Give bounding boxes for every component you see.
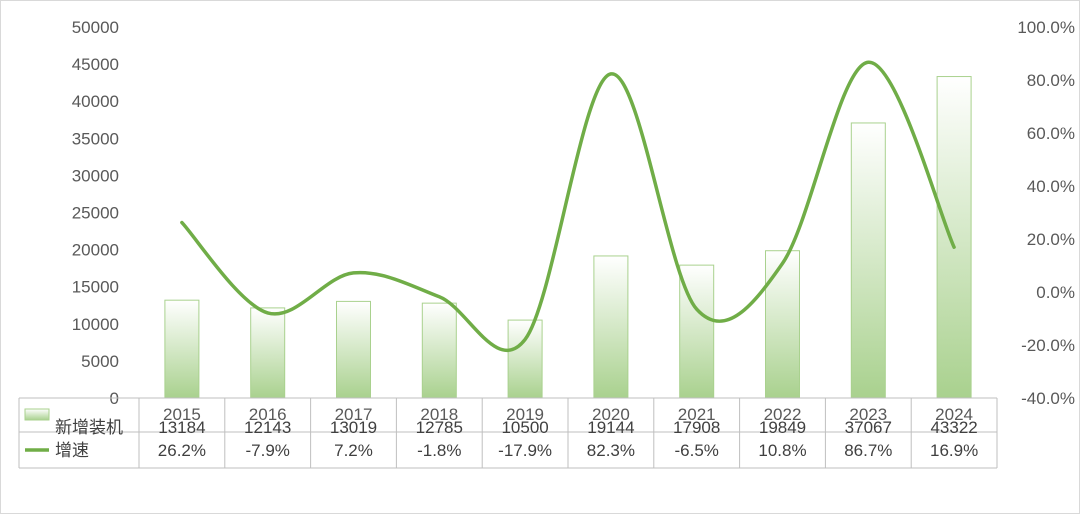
- legend-bar-swatch: [24, 408, 50, 421]
- y-right-tick-label: -40.0%: [1021, 389, 1075, 408]
- x-tick-label-2015: 2015: [163, 405, 201, 424]
- bar-2022: [765, 250, 800, 399]
- x-tick-label-2021: 2021: [678, 405, 716, 424]
- y-right-tick-label: 40.0%: [1027, 177, 1075, 196]
- table-cell-installs-2016: 12143: [244, 418, 291, 437]
- y-right-tick-label: 20.0%: [1027, 230, 1075, 249]
- table-cell-installs-2024: 43322: [930, 418, 977, 437]
- bar-2016: [250, 307, 286, 399]
- y-right-tick-label: -20.0%: [1021, 336, 1075, 355]
- table-cell-growth-2017: 7.2%: [334, 441, 373, 460]
- table-cell-growth-2021: -6.5%: [674, 441, 718, 460]
- table-cell-installs-2015: 13184: [158, 418, 205, 437]
- bar-2023: [850, 122, 886, 399]
- y-left-tick-label: 35000: [72, 129, 119, 148]
- table-cell-growth-2023: 86.7%: [844, 441, 892, 460]
- bar-2015: [164, 299, 200, 399]
- table-cell-growth-2020: 82.3%: [587, 441, 635, 460]
- legend-label-growth: 增速: [55, 441, 89, 460]
- y-left-tick-label: 40000: [72, 92, 119, 111]
- y-left-tick-label: 50000: [72, 18, 119, 37]
- y-left-tick-label: 30000: [72, 166, 119, 185]
- y-left-tick-label: 20000: [72, 241, 119, 260]
- y-left-tick-label: 5000: [81, 352, 119, 371]
- table-cell-installs-2017: 13019: [330, 418, 377, 437]
- table-cell-installs-2018: 12785: [416, 418, 463, 437]
- x-tick-label-2019: 2019: [506, 405, 544, 424]
- bar-2017: [336, 300, 371, 399]
- table-cell-growth-2022: 10.8%: [758, 441, 806, 460]
- table-cell-growth-2018: -1.8%: [417, 441, 461, 460]
- table-cell-installs-2022: 19849: [759, 418, 806, 437]
- x-tick-label-2020: 2020: [592, 405, 630, 424]
- table-cell-installs-2020: 19144: [587, 418, 634, 437]
- y-right-tick-label: 80.0%: [1027, 71, 1075, 90]
- growth-rate-line: [180, 60, 956, 352]
- table-cell-installs-2019: 10500: [501, 418, 548, 437]
- table-cell-installs-2021: 17908: [673, 418, 720, 437]
- x-tick-label-2024: 2024: [935, 405, 973, 424]
- x-tick-label-2018: 2018: [420, 405, 458, 424]
- x-tick-label-2023: 2023: [849, 405, 887, 424]
- x-tick-label-2016: 2016: [249, 405, 287, 424]
- bar-2024: [936, 76, 972, 399]
- table-cell-growth-2015: 26.2%: [158, 441, 206, 460]
- bar-2019: [507, 319, 543, 399]
- x-tick-label-2022: 2022: [764, 405, 802, 424]
- bar-2020: [593, 255, 629, 399]
- y-right-tick-label: 60.0%: [1027, 124, 1075, 143]
- y-left-tick-label: 15000: [72, 278, 119, 297]
- x-tick-label-2017: 2017: [335, 405, 373, 424]
- table-cell-growth-2024: 16.9%: [930, 441, 978, 460]
- table-cell-growth-2019: -17.9%: [498, 441, 552, 460]
- y-left-tick-label: 45000: [72, 55, 119, 74]
- y-right-tick-label: 0.0%: [1036, 283, 1075, 302]
- y-left-tick-label: 25000: [72, 204, 119, 223]
- table-cell-installs-2023: 37067: [845, 418, 892, 437]
- legend-label-new-installs: 新增装机: [55, 418, 123, 437]
- y-right-tick-label: 100.0%: [1017, 18, 1075, 37]
- y-left-tick-label: 10000: [72, 315, 119, 334]
- table-cell-growth-2016: -7.9%: [245, 441, 289, 460]
- bar-2018: [421, 302, 457, 399]
